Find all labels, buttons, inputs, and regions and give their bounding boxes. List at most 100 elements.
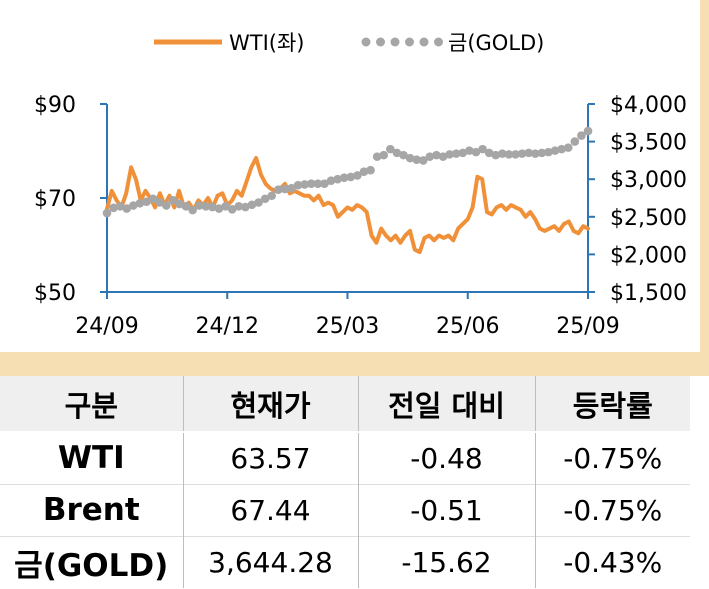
gold-data-point	[175, 199, 184, 209]
gold-data-point	[293, 180, 303, 190]
x-tick-label: 24/09	[75, 314, 138, 339]
legend-gold-swatch-dot	[361, 37, 371, 47]
x-tick-label: 25/09	[556, 314, 619, 339]
table-row: WTI 63.57 -0.48 -0.75%	[0, 431, 690, 484]
gold-data-point	[241, 202, 250, 212]
cell-daily-change: -15.62	[358, 535, 536, 588]
legend-wti-label: WTI(좌)	[229, 31, 305, 55]
gold-data-point	[188, 205, 197, 215]
gold-data-point	[135, 198, 145, 208]
cell-daily-change: -0.48	[358, 431, 536, 484]
chart-axes: $90 $70 $50 $4,000 $3,500 $3,000 $2,500 $2,000 $…	[34, 93, 687, 339]
gold-data-point	[372, 152, 382, 161]
gold-data-point	[570, 137, 580, 146]
cell-change-rate: -0.75%	[535, 431, 690, 484]
gold-data-point	[557, 144, 566, 154]
legend: WTI(좌) 금(GOLD)	[154, 31, 544, 55]
gold-data-point	[162, 201, 171, 210]
legend-gold-label: 금(GOLD)	[448, 31, 544, 55]
gold-data-point	[129, 201, 138, 210]
gold-data-point	[339, 173, 349, 182]
gold-data-point	[221, 201, 230, 211]
gold-data-point	[333, 174, 342, 184]
gold-data-point	[517, 149, 527, 158]
gold-data-point	[208, 202, 217, 212]
header-category: 구분	[0, 376, 184, 433]
gold-data-point	[287, 183, 296, 193]
legend-gold-swatch-dot	[390, 37, 400, 47]
gold-data-point	[300, 180, 309, 189]
gold-data-point	[194, 201, 204, 210]
gold-data-point	[214, 204, 224, 213]
gold-data-point	[563, 143, 573, 152]
gold-data-point	[537, 148, 547, 158]
gold-data-point	[254, 198, 263, 207]
gold-data-point	[102, 208, 112, 218]
gold-data-point	[353, 171, 362, 180]
gold-data-point	[550, 146, 560, 155]
gold-data-point	[451, 149, 461, 158]
cell-daily-change: -0.51	[358, 483, 536, 536]
left-tick-label: $70	[34, 187, 76, 212]
gold-data-point	[511, 150, 520, 159]
gold-data-point	[504, 150, 514, 159]
gold-data-point	[465, 146, 474, 155]
gold-data-point	[320, 179, 329, 189]
right-tick-label: $3,000	[610, 168, 687, 193]
gold-data-point	[432, 150, 441, 160]
gold-data-point	[484, 148, 494, 158]
gold-data-point	[168, 195, 178, 205]
gold-data-point	[227, 204, 237, 214]
legend-gold-swatch-dot	[434, 37, 443, 47]
gold-data-point	[115, 201, 125, 211]
series-layer	[102, 126, 593, 255]
header-change-rate: 등락률	[535, 376, 690, 433]
gold-data-point	[524, 148, 533, 158]
table-row: 금(GOLD) 3,644.28 -15.62 -0.43%	[0, 535, 690, 588]
gold-data-point	[386, 144, 395, 154]
gold-data-point	[399, 150, 408, 160]
line-chart: WTI(좌) 금(GOLD) $90 $70 $50 $4,000 $3,500 $3,00…	[34, 31, 687, 339]
cell-current-price: 67.44	[183, 483, 359, 536]
right-tick-label: $1,500	[610, 281, 687, 306]
gold-data-point	[366, 165, 375, 175]
header-current-price: 현재가	[183, 376, 359, 433]
gold-data-point	[181, 201, 191, 211]
gold-data-point	[306, 179, 316, 189]
gold-data-point	[491, 150, 501, 160]
cell-change-rate: -0.75%	[535, 483, 690, 536]
gold-data-point	[155, 198, 165, 207]
gold-data-point	[142, 197, 151, 207]
x-tick-label: 25/06	[436, 314, 499, 339]
header-daily-change: 전일 대비	[358, 376, 536, 433]
gold-data-point	[577, 131, 586, 140]
gold-data-point	[478, 144, 487, 154]
cell-current-price: 63.57	[183, 431, 359, 484]
x-tick-label: 25/03	[316, 314, 379, 339]
legend-gold-swatch-dot	[405, 37, 414, 47]
table-panel: 구분 현재가 전일 대비 등락률 WTI 63.57 -0.48 -0.75% …	[0, 376, 709, 589]
row-name: WTI	[0, 431, 184, 484]
legend-gold-swatch-dot	[376, 37, 385, 47]
gold-data-point	[274, 185, 283, 195]
right-tick-label: $2,000	[610, 243, 687, 268]
gold-data-point	[379, 150, 389, 160]
table-row: Brent 67.44 -0.51 -0.75%	[0, 483, 690, 536]
price-table: 구분 현재가 전일 대비 등락률 WTI 63.57 -0.48 -0.75% …	[0, 376, 690, 588]
gold-data-point	[109, 203, 118, 213]
gold-data-point	[326, 176, 336, 186]
gold-data-point	[122, 204, 132, 213]
gold-data-point	[530, 149, 540, 158]
chart-panel: WTI(좌) 금(GOLD) $90 $70 $50 $4,000 $3,500 $3,00…	[0, 0, 700, 352]
gold-data-point	[438, 152, 448, 161]
row-name: Brent	[0, 483, 184, 536]
gold-data-point	[267, 191, 277, 201]
left-tick-label: $50	[34, 281, 76, 306]
right-tick-label: $2,500	[610, 206, 687, 231]
gold-data-point	[471, 147, 481, 157]
gold-data-point	[359, 167, 369, 176]
gold-data-point	[412, 155, 421, 164]
gold-data-point	[458, 148, 468, 158]
gold-data-point	[498, 149, 507, 158]
gold-data-point	[425, 152, 435, 161]
